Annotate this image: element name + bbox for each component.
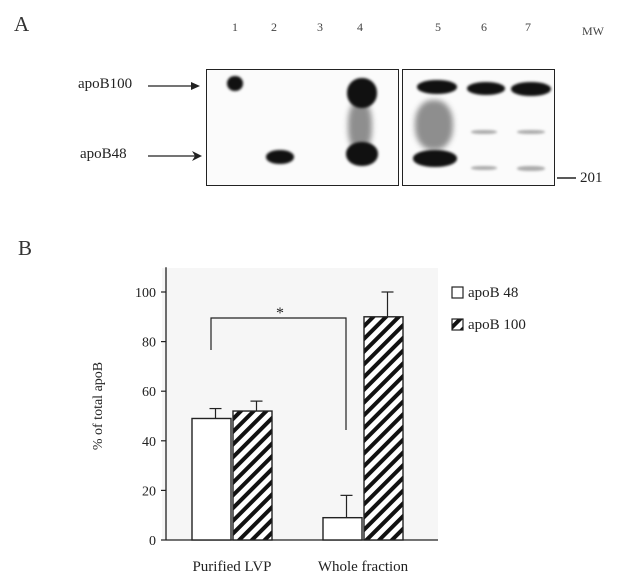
faint-band-lane7-a (517, 130, 545, 134)
apob48-label: apoB48 (80, 146, 127, 162)
lane-label-7: 7 (525, 20, 531, 34)
legend-swatch (451, 286, 464, 299)
band-lane5-apob100 (417, 80, 457, 94)
band-lane1-apob100 (227, 76, 243, 91)
mw-marker-201: 201 (580, 170, 603, 186)
faint-band-lane6-a (471, 130, 497, 134)
bar-apob48-0 (191, 417, 232, 541)
band-lane2-apob48 (266, 150, 294, 164)
lane-label-3: 3 (317, 20, 323, 34)
y-tick-label: 20 (142, 484, 156, 499)
lane-label-4: 4 (357, 20, 363, 34)
faint-band-lane7-b (517, 166, 545, 171)
y-tick-label: 0 (149, 534, 156, 549)
panel-a-letter: A (14, 12, 30, 36)
lane-label-1: 1 (232, 20, 238, 34)
band-lane7-apob100 (511, 82, 551, 96)
y-tick-label: 60 (142, 385, 156, 400)
band-lane5-apob48 (413, 150, 457, 167)
smear-lane5 (415, 100, 453, 150)
legend-label: apoB 48 (468, 285, 518, 301)
significance-bracket (210, 317, 347, 430)
apob100-label: apoB100 (78, 76, 133, 92)
lane-label-5: 5 (435, 20, 441, 34)
western-blot-left (206, 69, 399, 186)
y-tick-label: 100 (135, 286, 156, 301)
x-category-label: Purified LVP (192, 559, 271, 575)
y-axis-label: % of total apoB (91, 362, 106, 450)
bar-apob48-1 (322, 516, 363, 541)
legend-label: apoB 100 (468, 317, 526, 333)
y-tick-label: 40 (142, 435, 156, 450)
significance-asterisk: * (276, 305, 284, 322)
panel-b-letter: B (18, 236, 33, 260)
western-blot-right (402, 69, 555, 186)
y-tick-label: 80 (142, 336, 156, 351)
faint-band-lane6-b (471, 166, 497, 170)
legend-swatch (451, 318, 464, 331)
band-lane6-apob100 (467, 82, 505, 95)
bar-apob100-1 (363, 316, 404, 541)
bar-apob100-0 (232, 410, 273, 541)
band-lane4-apob100 (347, 78, 377, 108)
mw-header: MW (582, 24, 604, 38)
lane-label-2: 2 (271, 20, 277, 34)
x-category-label: Whole fraction (318, 559, 409, 575)
band-lane4-apob48 (346, 142, 378, 166)
lane-label-6: 6 (481, 20, 487, 34)
